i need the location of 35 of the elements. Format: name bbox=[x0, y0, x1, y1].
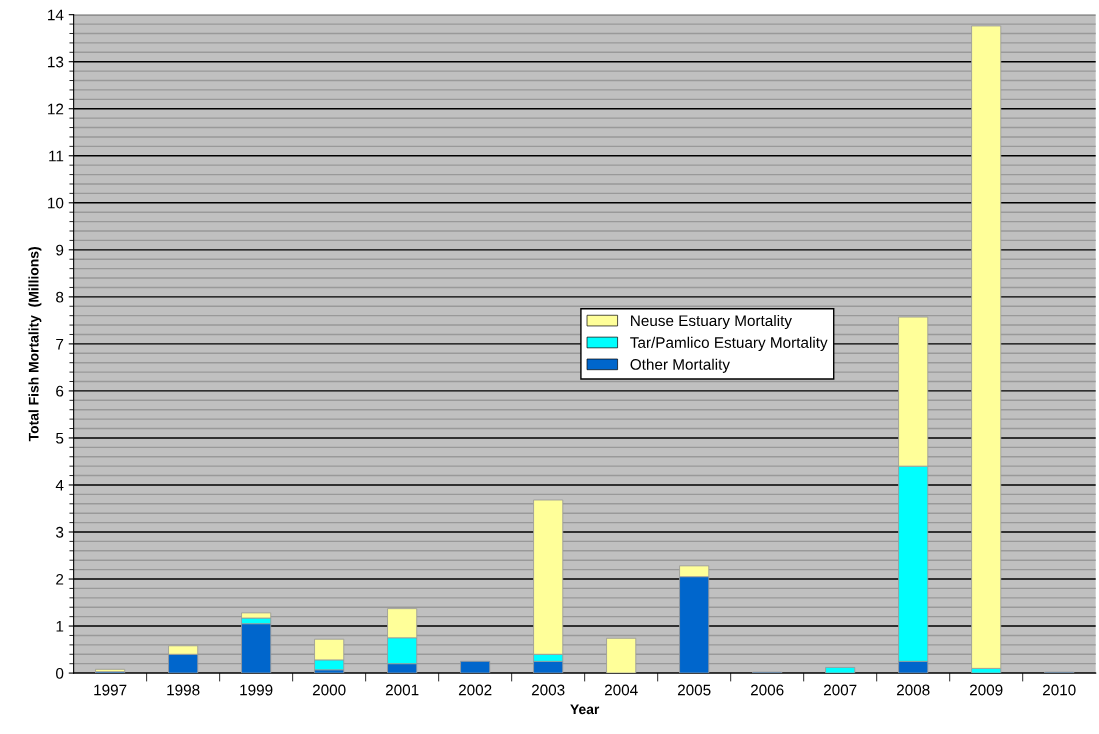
y-tick-label: 6 bbox=[56, 385, 64, 397]
y-tick-label: 1 bbox=[56, 621, 64, 632]
legend-label: Tar/Pamlico Estuary Mortality bbox=[630, 336, 828, 351]
y-tick-label: 3 bbox=[56, 526, 64, 538]
x-tick-label: 2010 bbox=[1042, 684, 1076, 696]
x-tick-label: 2006 bbox=[750, 684, 784, 696]
y-tick-label: 7 bbox=[56, 338, 64, 350]
x-tick-label: 2004 bbox=[604, 684, 638, 696]
y-tick-label: 9 bbox=[56, 244, 64, 256]
bar bbox=[825, 667, 856, 674]
y-tick-label: 10 bbox=[48, 197, 64, 209]
x-tick-label: 2003 bbox=[531, 684, 565, 696]
x-tick-label: 1998 bbox=[167, 684, 200, 696]
legend-label: Other Mortality bbox=[630, 358, 730, 373]
x-tick-label: 2002 bbox=[458, 684, 492, 696]
y-tick-label: 8 bbox=[56, 291, 64, 303]
x-tick-label: 1999 bbox=[240, 684, 273, 696]
y-tick-label: 12 bbox=[48, 103, 64, 115]
x-tick-label: 2007 bbox=[823, 684, 857, 696]
y-tick-label: 14 bbox=[48, 9, 64, 21]
x-tick-label: 2009 bbox=[969, 684, 1003, 696]
x-tick-label: 2005 bbox=[677, 684, 711, 696]
x-tick-label: 2001 bbox=[385, 684, 419, 696]
x-axis-title: Year bbox=[570, 704, 600, 715]
y-tick-label: 5 bbox=[56, 432, 64, 444]
y-tick-label: 11 bbox=[49, 150, 64, 162]
y-tick-label: 2 bbox=[56, 573, 64, 585]
x-tick-label: 2008 bbox=[896, 684, 930, 696]
y-tick-label: 4 bbox=[55, 479, 64, 491]
y-tick-label: 13 bbox=[48, 56, 64, 68]
y-tick-label: 0 bbox=[56, 667, 64, 679]
x-tick-label: 1997 bbox=[94, 684, 127, 696]
legend-label: Neuse Estuary Mortality bbox=[631, 314, 792, 330]
y-axis-title: Total Fish Mortality (Millions) bbox=[28, 247, 42, 442]
x-tick-label: 2000 bbox=[312, 684, 346, 696]
